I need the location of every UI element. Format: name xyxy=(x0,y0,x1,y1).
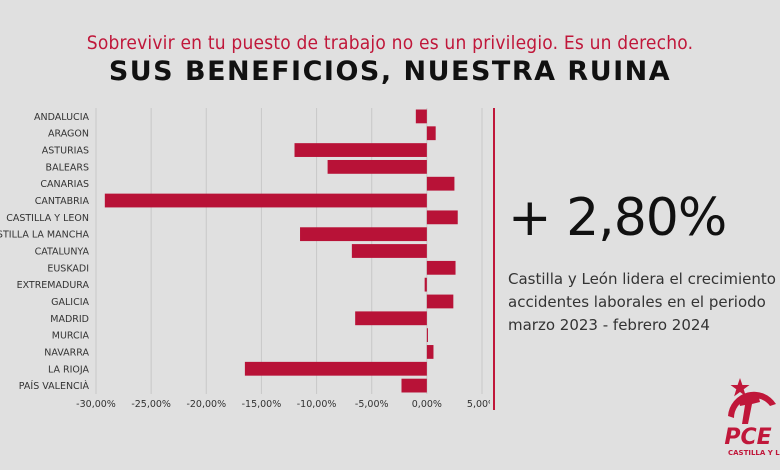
bar xyxy=(426,328,428,343)
bar xyxy=(355,311,427,326)
category-label: GALICIA xyxy=(51,297,89,308)
tick-label: -10,00% xyxy=(297,399,337,410)
bar xyxy=(426,345,434,359)
star-icon xyxy=(730,378,750,397)
category-label: EXTREMADURA xyxy=(17,280,90,291)
bars xyxy=(104,109,458,393)
tagline: Sobrevivir en tu puesto de trabajo no es… xyxy=(86,32,694,54)
category-label: NAVARRA xyxy=(44,347,89,358)
category-label: CASTILLA LA MANCHA xyxy=(0,230,89,241)
category-label: BALEARS xyxy=(46,162,89,173)
category-label: CASTILLA Y LEON xyxy=(6,213,89,224)
category-label: EUSKADI xyxy=(47,263,89,274)
bar xyxy=(300,227,427,242)
bar xyxy=(424,277,427,292)
category-label: CATALUNYA xyxy=(35,247,90,258)
tick-labels: -30,00% -25,00% -20,00% -15,00% -10,00% -5,00… xyxy=(76,399,490,410)
tick-label: 0,00% xyxy=(412,399,442,410)
pce-logo: PCE xyxy=(724,378,776,450)
bar xyxy=(426,210,458,225)
headline: SUS BENEFICIOS, NUESTRA RUINA xyxy=(108,56,672,87)
tick-label: -15,00% xyxy=(242,399,282,410)
big-stat: + 2,80% xyxy=(508,188,727,248)
category-label: CANARIAS xyxy=(40,179,89,190)
bar xyxy=(401,378,427,393)
bar xyxy=(426,176,455,191)
stat-description: Castilla y León lidera el crecimiento ac… xyxy=(508,270,776,334)
bar xyxy=(415,109,427,124)
tick-label: -30,00% xyxy=(76,399,116,410)
category-label: MURCIA xyxy=(52,331,90,342)
bar xyxy=(294,143,427,157)
tick-label: -5,00% xyxy=(355,399,389,410)
bar xyxy=(351,244,427,258)
bar xyxy=(104,193,427,208)
bar xyxy=(426,260,456,275)
category-labels: ANDALUCIA ARAGON ASTURIAS BALEARS CANARIAS CA… xyxy=(0,112,90,392)
divider-line xyxy=(493,108,495,410)
logo-text: PCE xyxy=(724,425,771,450)
category-label: CANTABRIA xyxy=(35,196,90,207)
logo-caption: CASTILLA Y LEÓN xyxy=(728,449,780,457)
hammer-icon xyxy=(738,394,760,424)
bar xyxy=(327,159,427,174)
bar xyxy=(244,361,427,376)
tick-label: 5,00% xyxy=(467,399,490,410)
category-label: MADRID xyxy=(50,314,89,325)
category-label: PAÍS VALENCIÀ xyxy=(19,380,90,392)
category-label: ASTURIAS xyxy=(42,146,89,157)
tick-label: -20,00% xyxy=(186,399,226,410)
bar-chart: ANDALUCIA ARAGON ASTURIAS BALEARS CANARIAS CA… xyxy=(0,108,490,410)
category-label: ARAGON xyxy=(48,129,89,140)
bar xyxy=(426,294,454,309)
tick-label: -25,00% xyxy=(131,399,171,410)
bar xyxy=(426,126,436,141)
category-label: ANDALUCIA xyxy=(34,112,89,123)
category-label: LA RIOJA xyxy=(48,364,90,375)
